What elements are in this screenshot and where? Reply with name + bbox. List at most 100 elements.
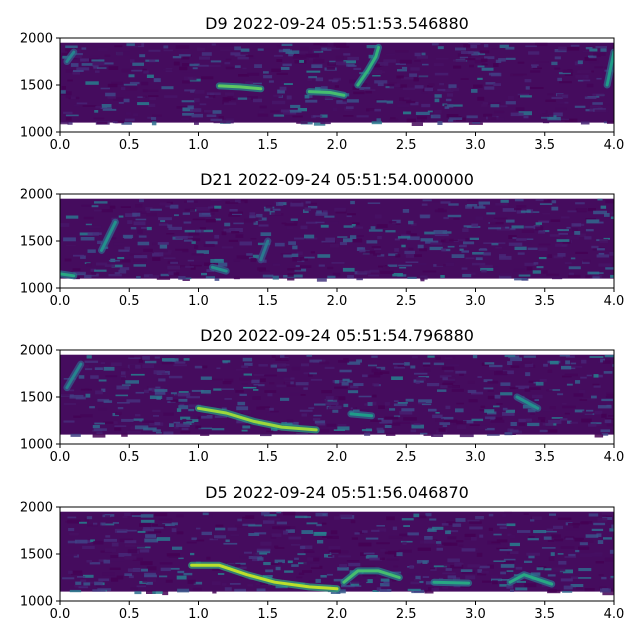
noise-blob (123, 98, 130, 103)
call-trace-4 (259, 239, 270, 262)
y-tick-label: 1500 (20, 391, 53, 406)
noise-blob (601, 413, 607, 418)
noise-blob (153, 252, 164, 257)
noise-blob (320, 43, 328, 46)
noise-blob (304, 550, 315, 553)
noise-blob (137, 530, 146, 533)
noise-blob (542, 212, 551, 215)
noise-blob (477, 65, 485, 68)
noise-blob (609, 549, 614, 554)
noise-blob (278, 376, 291, 380)
noise-blob (479, 264, 493, 268)
noise-blob (146, 581, 153, 585)
noise-blob (574, 105, 586, 108)
noise-blob (183, 76, 197, 81)
noise-blob (165, 579, 173, 583)
noise-blob (358, 542, 372, 547)
noise-blob (481, 103, 488, 107)
noise-blob (496, 403, 503, 405)
noise-blob (403, 111, 412, 115)
noise-blob (260, 232, 272, 236)
x-tick-label: 0.5 (119, 138, 140, 153)
noise-blob (234, 199, 241, 204)
noise-blob (393, 403, 408, 407)
noise-blob (453, 65, 462, 69)
noise-blob (440, 384, 448, 389)
noise-blob (286, 95, 292, 100)
noise-blob (158, 223, 169, 226)
noise-blob (248, 533, 260, 536)
noise-blob (163, 257, 176, 259)
noise-blob (564, 262, 572, 264)
noise-blob (410, 223, 417, 226)
noise-blob (515, 587, 528, 591)
noise-blob (414, 85, 424, 89)
noise-blob (243, 386, 257, 389)
noise-blob (562, 590, 573, 593)
noise-blob (575, 251, 588, 254)
noise-blob (94, 581, 103, 586)
noise-blob (585, 229, 594, 232)
noise-blob (573, 525, 579, 530)
noise-blob (338, 555, 351, 558)
noise-blob (200, 434, 210, 436)
noise-blob (423, 412, 428, 416)
noise-blob (368, 70, 383, 74)
noise-blob (80, 58, 89, 62)
noise-blob (357, 270, 371, 274)
noise-blob (201, 414, 213, 419)
noise-blob (319, 429, 330, 433)
noise-blob (534, 399, 539, 401)
noise-blob (72, 71, 81, 75)
noise-blob (508, 242, 523, 246)
call-trace-2 (349, 412, 374, 418)
noise-blob (73, 271, 86, 275)
noise-blob (200, 390, 211, 394)
y-tick-label: 1500 (20, 79, 53, 94)
noise-blob (289, 109, 302, 113)
noise-blob (578, 546, 590, 550)
noise-blob (585, 275, 593, 279)
noise-blob (610, 274, 614, 278)
noise-blob (447, 575, 457, 579)
noise-blob (362, 573, 377, 577)
noise-blob (180, 416, 194, 420)
noise-blob (518, 423, 526, 426)
noise-blob (288, 52, 294, 57)
noise-blob (190, 552, 195, 556)
noise-blob (277, 89, 285, 94)
noise-blob (277, 368, 287, 372)
noise-blob (205, 241, 218, 245)
noise-blob (598, 263, 612, 267)
noise-blob (361, 429, 373, 432)
noise-blob (113, 97, 124, 101)
noise-blob (168, 555, 181, 558)
noise-blob (229, 209, 238, 212)
x-tick-label: 1.5 (257, 450, 278, 465)
noise-blob (436, 543, 445, 546)
noise-blob (119, 259, 131, 263)
noise-blob (159, 244, 168, 249)
noise-blob (214, 278, 220, 281)
noise-blob (76, 102, 88, 105)
noise-blob (270, 110, 280, 113)
noise-blob (271, 68, 281, 72)
x-tick-label: 4.0 (604, 294, 625, 309)
noise-blob (547, 369, 553, 373)
noise-blob (554, 56, 561, 60)
noise-blob (478, 565, 490, 569)
noise-blob (408, 220, 414, 225)
noise-blob (576, 587, 583, 590)
noise-blob (604, 354, 614, 358)
noise-blob (73, 415, 82, 418)
noise-blob (367, 274, 380, 277)
noise-blob (85, 223, 92, 226)
noise-blob (304, 234, 315, 239)
noise-blob (235, 390, 244, 393)
noise-blob (377, 82, 384, 87)
noise-blob (225, 539, 230, 543)
noise-blob (377, 236, 382, 240)
noise-blob (151, 117, 157, 120)
noise-blob (606, 394, 614, 398)
noise-blob (570, 362, 577, 365)
